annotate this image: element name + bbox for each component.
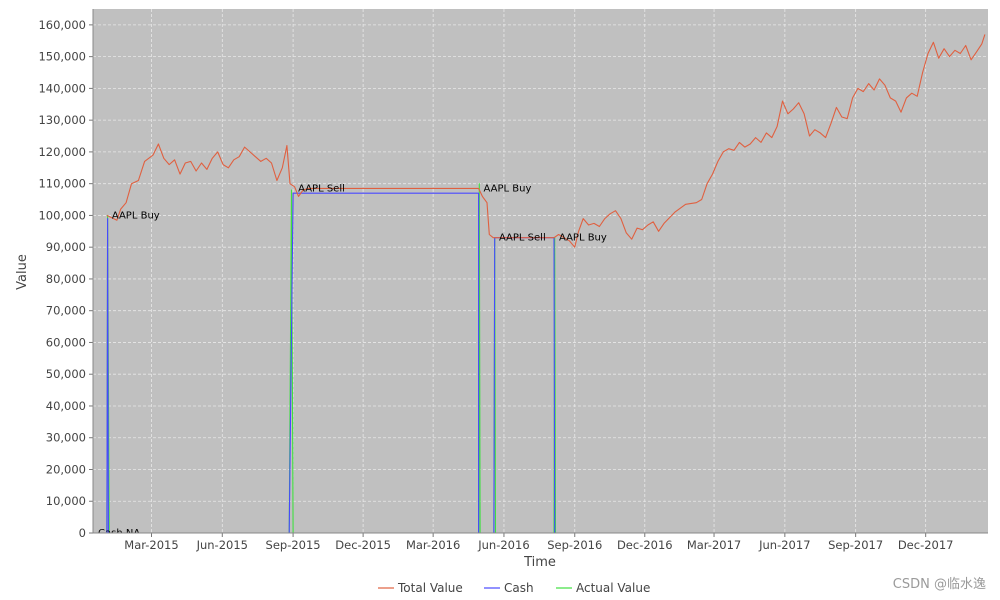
y-tick-label: 100,000 <box>38 208 86 222</box>
legend-item: Total Value <box>397 581 463 595</box>
x-tick-label: Mar-2017 <box>687 538 741 552</box>
annotation-label: AAPL Sell <box>499 233 546 244</box>
plot-area <box>93 9 988 533</box>
annotation-label: AAPL Buy <box>484 183 532 194</box>
y-tick-label: 20,000 <box>46 462 86 476</box>
x-tick-label: Mar-2016 <box>406 538 460 552</box>
x-tick-label: Dec-2017 <box>898 538 954 552</box>
x-tick-label: Dec-2016 <box>617 538 673 552</box>
annotations: AAPL Buy AAPL Sell AAPL Buy AAPL Sell AAPL B… <box>98 183 607 539</box>
y-tick-label: 90,000 <box>46 240 86 254</box>
series-layer <box>93 34 986 533</box>
x-tick-label: Sep-2017 <box>828 538 883 552</box>
y-tick-label: 140,000 <box>38 81 86 95</box>
y-tick-label: 110,000 <box>38 177 86 191</box>
x-tick-label: Sep-2015 <box>266 538 321 552</box>
annotation-label: AAPL Buy <box>559 233 607 244</box>
watermark: CSDN @临水逸 <box>892 577 986 592</box>
x-tick-label: Dec-2015 <box>335 538 391 552</box>
y-tick-label: 150,000 <box>38 50 86 64</box>
annotation-label: AAPL Buy <box>112 210 160 221</box>
annotation-label: Cash NA <box>98 528 140 539</box>
y-axis-title: Value <box>15 254 30 290</box>
y-tick-label: 40,000 <box>46 399 86 413</box>
y-tick-label: 80,000 <box>46 272 86 286</box>
x-tick-label: Jun-2016 <box>477 538 529 552</box>
legend-item: Actual Value <box>576 581 650 595</box>
y-tick-label: 10,000 <box>46 494 86 508</box>
x-axis-title: Time <box>523 555 556 570</box>
x-tick-label: Sep-2016 <box>547 538 602 552</box>
x-tick-label: Jun-2015 <box>196 538 248 552</box>
y-tick-label: 120,000 <box>38 145 86 159</box>
x-tick-label: Jun-2017 <box>758 538 810 552</box>
series-total-value <box>106 34 986 248</box>
annotation-label: AAPL Sell <box>298 183 345 194</box>
legend-item: Cash <box>504 581 534 595</box>
y-tick-label: 130,000 <box>38 113 86 127</box>
y-tick-label: 30,000 <box>46 431 86 445</box>
y-tick-label: 0 <box>79 526 86 540</box>
y-tick-label: 70,000 <box>46 304 86 318</box>
x-tick-label: Mar-2015 <box>124 538 178 552</box>
y-tick-label: 160,000 <box>38 18 86 32</box>
axes: 0 10,000 20,000 30,000 40,000 50,000 60,000 70,… <box>38 9 988 552</box>
y-tick-label: 50,000 <box>46 367 86 381</box>
legend: Total Value Cash Actual Value <box>378 581 650 595</box>
y-tick-label: 60,000 <box>46 335 86 349</box>
